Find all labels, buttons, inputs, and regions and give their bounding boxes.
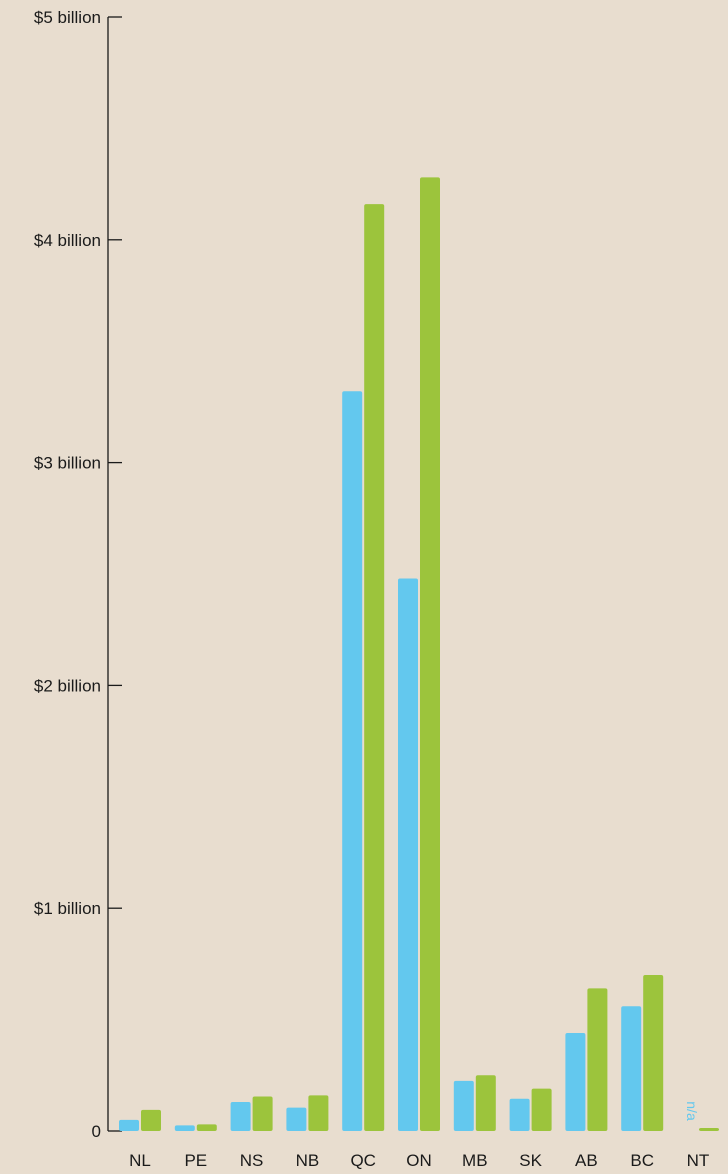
- bar-sk-series-2: [531, 1088, 552, 1131]
- y-tick-label: 0: [92, 1122, 101, 1141]
- x-tick-label-qc: QC: [350, 1151, 376, 1169]
- x-tick-label-sk: SK: [519, 1151, 542, 1169]
- y-tick-label: $1 billion: [34, 899, 101, 918]
- y-tick-label: $4 billion: [34, 231, 101, 250]
- bar-nb-series-1: [286, 1107, 307, 1131]
- x-tick-label-ab: AB: [575, 1151, 598, 1169]
- bar-on-series-1: [398, 578, 418, 1131]
- bar-qc-series-1: [342, 391, 363, 1132]
- bar-bc-series-1: [621, 1006, 642, 1131]
- x-tick-label-nl: NL: [129, 1151, 151, 1169]
- bars: n/a: [119, 177, 719, 1132]
- x-tick-label-nb: NB: [296, 1151, 320, 1169]
- bar-ns-series-2: [252, 1096, 273, 1131]
- x-tick-label-mb: MB: [462, 1151, 488, 1169]
- missing-value-label: n/a: [684, 1101, 700, 1121]
- y-tick-label: $2 billion: [34, 676, 101, 695]
- bar-pe-series-1: [174, 1125, 195, 1131]
- x-tick-label-ns: NS: [240, 1151, 264, 1169]
- bar-on-series-2: [420, 177, 440, 1131]
- bar-ab-series-1: [565, 1032, 586, 1131]
- bar-nl-series-2: [141, 1109, 161, 1131]
- bar-ab-series-2: [587, 988, 608, 1131]
- bar-nb-series-2: [308, 1095, 329, 1131]
- bar-ns-series-1: [230, 1102, 251, 1131]
- bar-bc-series-2: [643, 975, 664, 1131]
- bar-nt-series-2: [699, 1128, 719, 1131]
- y-axis: 0 $1 billion $2 billion $3 billion $4 billio…: [34, 8, 122, 1141]
- bar-pe-series-2: [196, 1124, 217, 1131]
- x-tick-label-pe: PE: [184, 1151, 207, 1169]
- y-tick-label: $3 billion: [34, 454, 101, 473]
- bar-mb-series-2: [475, 1075, 496, 1131]
- x-tick-label-bc: BC: [630, 1151, 654, 1169]
- x-tick-label-nt: NT: [687, 1151, 710, 1169]
- bar-nl-series-1: [119, 1119, 139, 1131]
- bar-sk-series-1: [509, 1098, 530, 1131]
- x-tick-label-on: ON: [406, 1151, 432, 1169]
- bar-mb-series-1: [453, 1080, 474, 1131]
- y-tick-label: $5 billion: [34, 8, 101, 27]
- bar-qc-series-2: [364, 204, 385, 1132]
- x-axis: NL PE NS NB QC ON MB SK AB BC NT: [129, 1151, 710, 1170]
